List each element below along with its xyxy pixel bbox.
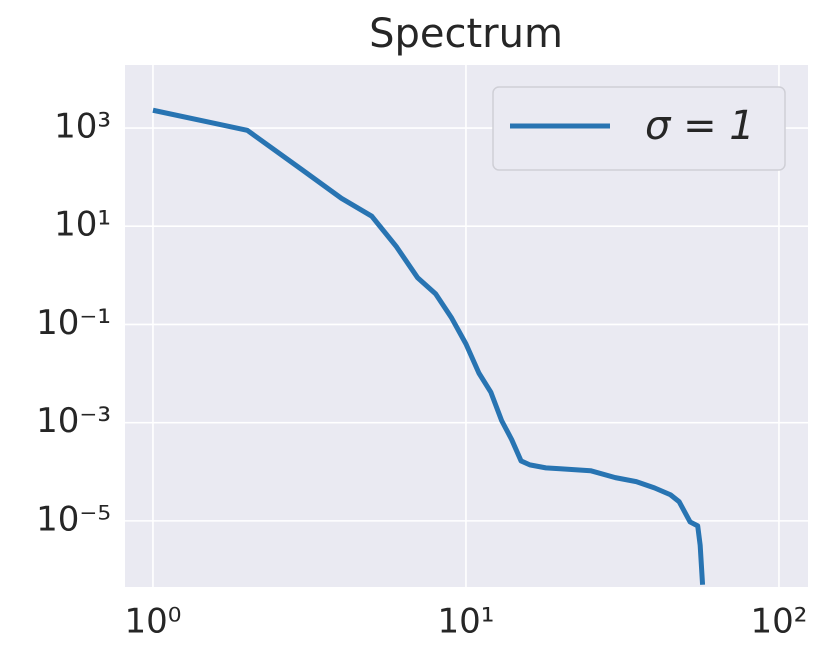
marks	[152, 107, 706, 585]
x-tick-label: 10¹	[438, 602, 495, 642]
series-line	[152, 107, 706, 585]
y-tick-label: 10⁻¹	[36, 303, 111, 343]
legend: σ = 1	[492, 86, 786, 171]
legend-box	[492, 86, 786, 171]
x-tick-label: 10²	[751, 602, 808, 642]
y-tick-label: 10¹	[54, 205, 111, 245]
y-tick-label: 10³	[54, 107, 111, 147]
x-tick-label: 10⁰	[125, 602, 182, 642]
y-tick-label: 10⁻³	[36, 401, 111, 441]
legend-label: σ = 1	[645, 103, 755, 149]
y-tick-label: 10⁻⁵	[36, 499, 111, 539]
chart-title: Spectrum	[369, 11, 563, 57]
